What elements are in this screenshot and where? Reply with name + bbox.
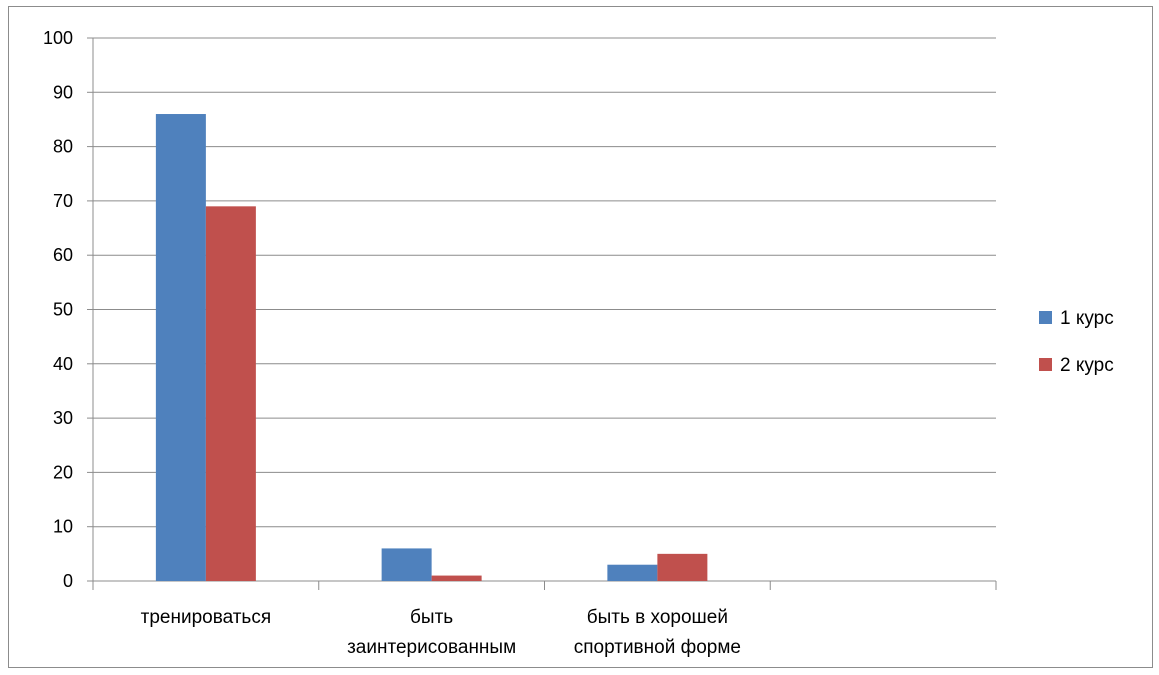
y-tick-label: 20 <box>53 462 73 482</box>
legend-swatch <box>1039 311 1052 324</box>
y-tick-label: 0 <box>63 571 73 591</box>
y-tick-label: 90 <box>53 82 73 102</box>
legend-swatch <box>1039 358 1052 371</box>
y-tick-label: 10 <box>53 517 73 537</box>
x-category-label: быть в хорошей <box>587 607 728 628</box>
bar <box>381 548 432 581</box>
legend-label: 1 курс <box>1060 308 1114 329</box>
y-tick-label: 60 <box>53 245 73 265</box>
y-tick-label: 70 <box>53 191 73 211</box>
y-tick-label: 80 <box>53 137 73 157</box>
bar <box>205 206 256 581</box>
bar <box>607 564 658 581</box>
x-category-label: тренироваться <box>141 607 272 628</box>
x-category-label: заинтерисованным <box>347 637 516 658</box>
x-category-label: быть <box>410 607 453 628</box>
y-tick-label: 100 <box>43 28 73 48</box>
legend-label: 2 курс <box>1060 355 1114 376</box>
y-tick-label: 50 <box>53 300 73 320</box>
bar <box>431 575 482 581</box>
x-category-label: спортивной форме <box>574 637 741 658</box>
y-tick-label: 40 <box>53 354 73 374</box>
bar <box>657 553 708 581</box>
y-tick-label: 30 <box>53 408 73 428</box>
bar <box>155 114 206 582</box>
